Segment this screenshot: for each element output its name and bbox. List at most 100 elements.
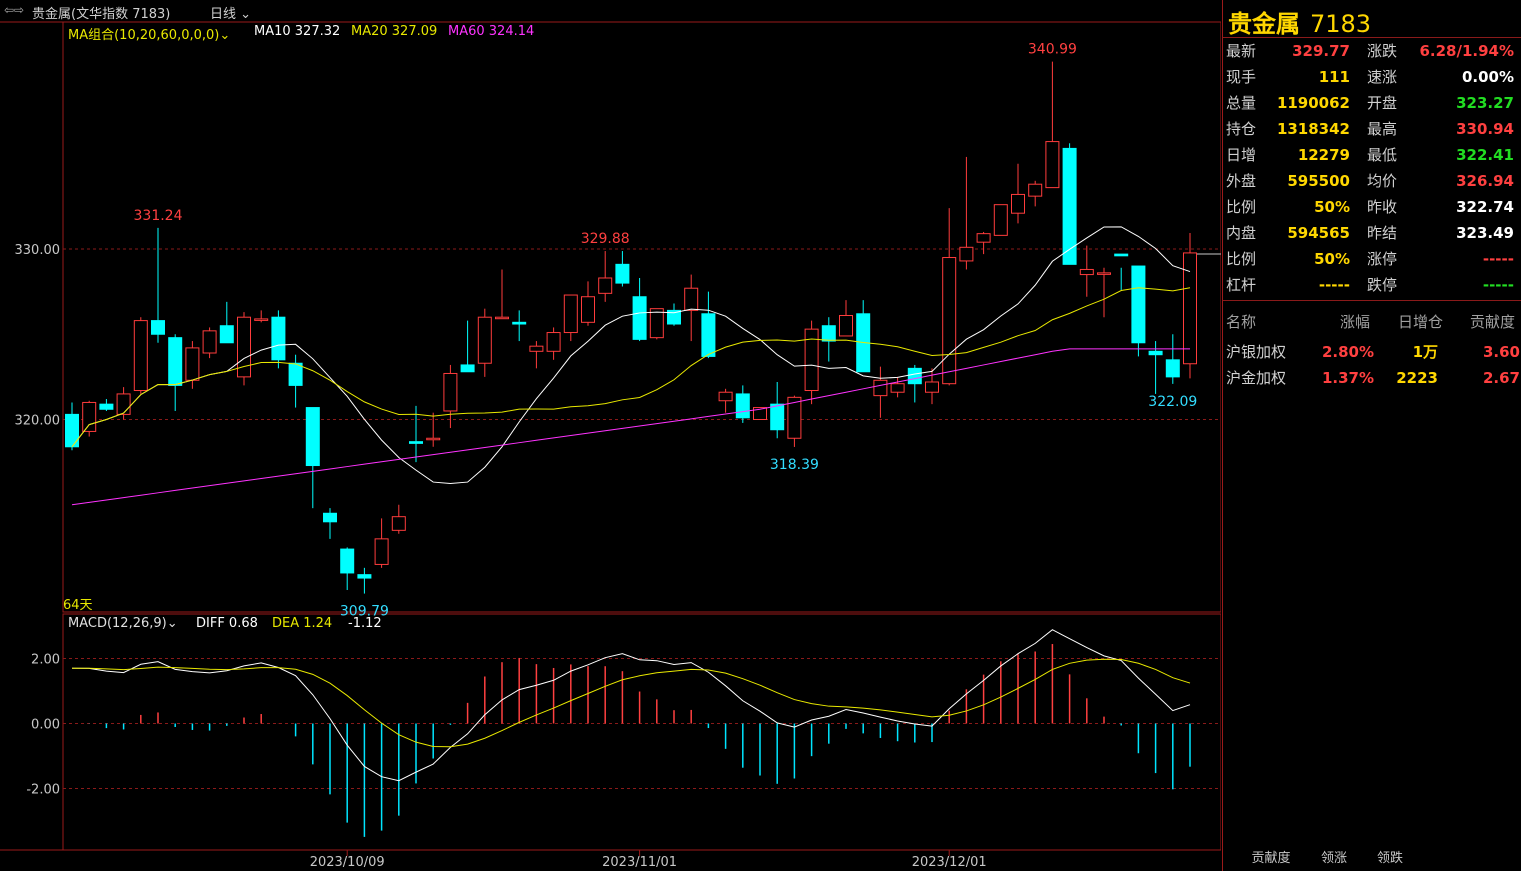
candle-body <box>1183 252 1197 365</box>
date-label: 2023/10/09 <box>310 855 385 870</box>
candle-body <box>701 313 716 357</box>
candle-body <box>305 407 320 467</box>
quote-value: 326.94 <box>1456 172 1514 190</box>
quote-label: 跌停 <box>1367 276 1398 294</box>
quote-label: 外盘 <box>1226 172 1257 190</box>
candle-body <box>925 381 939 393</box>
macd-dropdown[interactable]: MACD(12,26,9)⌄ <box>68 616 178 631</box>
candle-body <box>1165 359 1180 378</box>
quote-value: 1318342 <box>1276 120 1350 138</box>
quote-value: 595500 <box>1287 172 1350 190</box>
contrib-header: 名称 涨幅 日增仓 贡献度 <box>1226 309 1521 335</box>
price-annotation: 322.09 <box>1148 394 1197 410</box>
candle-body <box>202 330 217 354</box>
quote-value: 50% <box>1314 198 1350 216</box>
quote-label: 持仓 <box>1226 120 1257 138</box>
quote-label: 最高 <box>1367 120 1398 138</box>
quote-value: 329.77 <box>1292 42 1350 60</box>
period-dropdown[interactable]: 日线 ⌄ <box>210 7 252 22</box>
kline-chart[interactable]: 330.00 320.00 2.00 0.00 -2.00 331.24 329.88 340… <box>0 0 1221 871</box>
candle-body <box>1028 183 1043 197</box>
candle-body <box>99 403 114 410</box>
price-tick: 330.00 <box>15 243 61 258</box>
quote-value: 594565 <box>1287 224 1350 242</box>
candle-body <box>477 316 492 364</box>
candle-body <box>993 204 1008 236</box>
link-arrows-icon[interactable]: ⇦⇨ <box>4 3 25 17</box>
quote-value: 330.94 <box>1456 120 1514 138</box>
ma-combo-dropdown[interactable]: MA组合(10,20,60,0,0,0)⌄ <box>68 28 231 43</box>
price-annotation: 331.24 <box>134 208 183 224</box>
candle-body <box>219 325 234 344</box>
ma10-line <box>71 226 1191 484</box>
macd-diff: DIFF 0.68 <box>196 616 258 631</box>
candle-body <box>1045 141 1060 189</box>
chart-title: 贵金属(文华指数 7183) <box>32 7 171 22</box>
candle-body <box>632 296 647 340</box>
candle-body <box>546 332 561 352</box>
quote-row: 最新 329.77 涨跌 6.28/1.94% <box>1226 38 1521 64</box>
quote-row: 内盘 594565 昨结 323.49 <box>1226 220 1521 246</box>
quote-row: 现手 111 速涨 0.00% <box>1226 64 1521 90</box>
candle-body <box>821 325 836 342</box>
candle-body <box>942 257 957 385</box>
candle-body <box>65 413 79 448</box>
quote-value: ----- <box>1318 276 1350 294</box>
candle-body <box>323 512 337 523</box>
candle-body <box>357 574 372 579</box>
candle-body <box>873 379 888 397</box>
price-tick: 320.00 <box>15 414 61 429</box>
contrib-row[interactable]: 沪金加权 1.37% 2223 2.67 <box>1226 365 1521 391</box>
quote-row: 杠杆 ----- 跌停 ----- <box>1226 272 1521 298</box>
candle-body <box>82 401 97 432</box>
candle-body <box>185 347 200 381</box>
quote-row: 外盘 595500 均价 326.94 <box>1226 168 1521 194</box>
quote-label: 比例 <box>1226 198 1257 216</box>
tab-contribution[interactable]: 贡献度 <box>1251 851 1291 866</box>
quote-row: 比例 50% 涨停 ----- <box>1226 246 1521 272</box>
quote-row: 比例 50% 昨收 322.74 <box>1226 194 1521 220</box>
candle-body <box>391 516 406 531</box>
candle-body <box>890 383 905 393</box>
candle-body <box>340 548 355 574</box>
candle-body <box>288 362 303 386</box>
candle-body <box>443 372 458 412</box>
candle-body <box>976 233 991 243</box>
candle-body <box>1062 147 1077 265</box>
candle-body <box>168 337 183 386</box>
ma60-value: MA60 324.14 <box>448 24 535 39</box>
ma10-value: MA10 327.32 <box>254 24 341 39</box>
quote-label: 最低 <box>1367 146 1398 164</box>
candle-body <box>1079 268 1094 276</box>
quote-row: 持仓 1318342 最高 330.94 <box>1226 116 1521 142</box>
quote-value: 322.74 <box>1456 198 1514 216</box>
instrument-title: 贵金属 7183 <box>1228 10 1372 38</box>
quote-value: ----- <box>1482 250 1514 268</box>
quote-label: 比例 <box>1226 250 1257 268</box>
quote-label: 涨停 <box>1367 250 1398 268</box>
contrib-row[interactable]: 沪银加权 2.80% 1万 3.60 <box>1226 339 1521 365</box>
quote-value: 0.00% <box>1461 68 1514 86</box>
candle-body <box>907 367 922 385</box>
candle-body <box>495 316 509 320</box>
quote-value: 6.28/1.94% <box>1419 42 1514 60</box>
quote-value: 1190062 <box>1276 94 1350 112</box>
diff-line <box>71 629 1191 782</box>
candle-body <box>426 437 441 441</box>
quote-label: 速涨 <box>1367 68 1398 86</box>
tab-top-losers[interactable]: 领跌 <box>1376 851 1403 866</box>
contrib-oi: 1万 <box>1412 343 1438 361</box>
ma20-line <box>71 287 1191 448</box>
candle-body <box>116 393 131 415</box>
quote-label: 日增 <box>1226 146 1257 164</box>
candle-body <box>1097 272 1111 275</box>
candle-body <box>753 407 767 421</box>
quote-label: 均价 <box>1367 172 1398 190</box>
candle-body <box>1011 193 1025 214</box>
tab-top-gainers[interactable]: 领涨 <box>1320 851 1347 866</box>
candle-body <box>615 263 630 284</box>
candle-body <box>1131 265 1146 344</box>
quote-label: 内盘 <box>1226 224 1257 242</box>
price-annotation: 329.88 <box>581 231 630 247</box>
date-label: 2023/12/01 <box>912 855 987 870</box>
